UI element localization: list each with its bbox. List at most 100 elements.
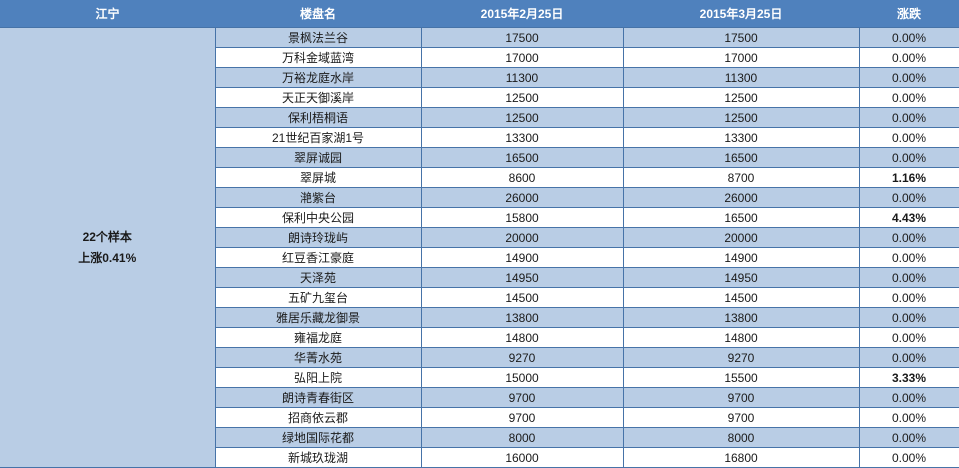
price-mar-cell: 26000: [622, 187, 860, 208]
table-row: 雅居乐藏龙御景 13800 13800 0.00%: [0, 307, 959, 328]
property-name-cell: 万科金域蓝湾: [214, 47, 422, 68]
property-name-cell: 天泽苑: [214, 267, 422, 288]
price-mar-cell: 8700: [622, 167, 860, 188]
property-name-cell: 招商依云郡: [214, 407, 422, 428]
property-name-cell: 五矿九玺台: [214, 287, 422, 308]
property-name-cell: 华菁水苑: [214, 347, 422, 368]
price-feb-cell: 16500: [420, 147, 624, 168]
change-percent-cell: 0.00%: [858, 247, 959, 268]
table-row: 招商依云郡 9700 9700 0.00%: [0, 407, 959, 428]
property-name-cell: 滟紫台: [214, 187, 422, 208]
change-percent-cell: 0.00%: [858, 407, 959, 428]
table-row: 朗诗青春街区 9700 9700 0.00%: [0, 387, 959, 408]
price-feb-cell: 26000: [420, 187, 624, 208]
price-mar-cell: 17500: [622, 27, 860, 48]
price-mar-cell: 9270: [622, 347, 860, 368]
property-name-cell: 朗诗青春街区: [214, 387, 422, 408]
property-name-cell: 21世纪百家湖1号: [214, 127, 422, 148]
header-change: 涨跌: [859, 0, 959, 28]
price-feb-cell: 14500: [420, 287, 624, 308]
change-percent-cell: 4.43%: [858, 207, 959, 228]
change-percent-cell: 0.00%: [858, 387, 959, 408]
property-name-cell: 新城玖珑湖: [214, 447, 422, 468]
property-name-cell: 红豆香江豪庭: [214, 247, 422, 268]
change-percent-cell: 0.00%: [858, 147, 959, 168]
header-region: 江宁: [0, 0, 215, 28]
header-property-name: 楼盘名: [215, 0, 421, 28]
header-date-feb: 2015年2月25日: [421, 0, 623, 28]
price-feb-cell: 9700: [420, 407, 624, 428]
price-feb-cell: 11300: [420, 67, 624, 88]
property-name-cell: 保利梧桐语: [214, 107, 422, 128]
change-percent-cell: 0.00%: [858, 427, 959, 448]
property-name-cell: 天正天御溪岸: [214, 87, 422, 108]
table-row: 翠屏城 8600 8700 1.16%: [0, 167, 959, 188]
change-percent-cell: 0.00%: [858, 47, 959, 68]
price-mar-cell: 16800: [622, 447, 860, 468]
property-name-cell: 保利中央公园: [214, 207, 422, 228]
price-feb-cell: 8000: [420, 427, 624, 448]
table-row: 红豆香江豪庭 14900 14900 0.00%: [0, 247, 959, 268]
table-row: 保利梧桐语 12500 12500 0.00%: [0, 107, 959, 128]
price-feb-cell: 9270: [420, 347, 624, 368]
price-feb-cell: 12500: [420, 87, 624, 108]
price-mar-cell: 13800: [622, 307, 860, 328]
property-name-cell: 翠屏诚园: [214, 147, 422, 168]
region-summary-cell: 22个样本上涨0.41%: [0, 27, 216, 468]
change-percent-cell: 0.00%: [858, 227, 959, 248]
price-mar-cell: 12500: [622, 107, 860, 128]
price-mar-cell: 14900: [622, 247, 860, 268]
table-row: 22个样本 上涨0.41% 景枫法兰谷 17500 17500 0.00%: [0, 27, 959, 468]
change-percent-cell: 1.16%: [858, 167, 959, 188]
price-feb-cell: 8600: [420, 167, 624, 188]
table-row: 翠屏诚园 16500 16500 0.00%: [0, 147, 959, 168]
price-mar-cell: 14950: [622, 267, 860, 288]
table-row: 朗诗玲珑屿 20000 20000 0.00%: [0, 227, 959, 248]
change-percent-cell: 0.00%: [858, 447, 959, 468]
price-feb-cell: 15000: [420, 367, 624, 388]
property-name-cell: 弘阳上院: [214, 367, 422, 388]
table-row: 万科金域蓝湾 17000 17000 0.00%: [0, 47, 959, 68]
header-row: 江宁 楼盘名 2015年2月25日 2015年3月25日 涨跌: [0, 0, 959, 28]
price-mar-cell: 13300: [622, 127, 860, 148]
price-feb-cell: 13800: [420, 307, 624, 328]
property-name-cell: 雍福龙庭: [214, 327, 422, 348]
change-percent-cell: 0.00%: [858, 107, 959, 128]
table-row: 雍福龙庭 14800 14800 0.00%: [0, 327, 959, 348]
table-row: 21世纪百家湖1号 13300 13300 0.00%: [0, 127, 959, 148]
price-mar-cell: 8000: [622, 427, 860, 448]
price-feb-cell: 14900: [420, 247, 624, 268]
sample-count: 22个样本: [82, 229, 132, 244]
property-name-cell: 绿地国际花都: [214, 427, 422, 448]
change-percent-cell: 3.33%: [858, 367, 959, 388]
price-mar-cell: 17000: [622, 47, 860, 68]
price-mar-cell: 12500: [622, 87, 860, 108]
table-row: 五矿九玺台 14500 14500 0.00%: [0, 287, 959, 308]
change-percent-cell: 0.00%: [858, 87, 959, 108]
table-row: 新城玖珑湖 16000 16800 0.00%: [0, 447, 959, 468]
overall-change: 上涨0.41%: [78, 250, 137, 265]
change-percent-cell: 0.00%: [858, 187, 959, 208]
property-name-cell: 朗诗玲珑屿: [214, 227, 422, 248]
price-feb-cell: 15800: [420, 207, 624, 228]
price-mar-cell: 14800: [622, 327, 860, 348]
table-row: 弘阳上院 15000 15500 3.33%: [0, 367, 959, 388]
price-mar-cell: 20000: [622, 227, 860, 248]
change-percent-cell: 0.00%: [858, 67, 959, 88]
price-mar-cell: 15500: [622, 367, 860, 388]
price-feb-cell: 17500: [420, 27, 624, 48]
price-mar-cell: 16500: [622, 147, 860, 168]
change-percent-cell: 0.00%: [858, 327, 959, 348]
price-feb-cell: 16000: [420, 447, 624, 468]
price-feb-cell: 17000: [420, 47, 624, 68]
table-row: 天正天御溪岸 12500 12500 0.00%: [0, 87, 959, 108]
change-percent-cell: 0.00%: [858, 307, 959, 328]
price-feb-cell: 20000: [420, 227, 624, 248]
change-percent-cell: 0.00%: [858, 27, 959, 48]
property-name-cell: 景枫法兰谷: [214, 27, 422, 48]
change-percent-cell: 0.00%: [858, 127, 959, 148]
price-feb-cell: 13300: [420, 127, 624, 148]
price-feb-cell: 14800: [420, 327, 624, 348]
price-mar-cell: 11300: [622, 67, 860, 88]
change-percent-cell: 0.00%: [858, 347, 959, 368]
